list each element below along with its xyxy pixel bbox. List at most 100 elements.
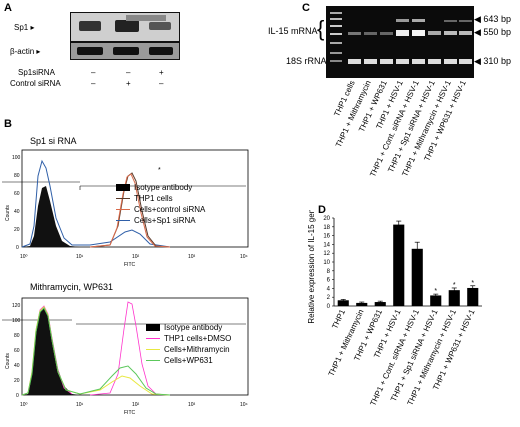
b-bottom-xtick: 10³ <box>188 402 196 408</box>
actin-row-label: β-actin ▸ <box>10 47 41 56</box>
b-bottom-xtick: 10⁰ <box>20 402 28 408</box>
y-tick-label: 20 <box>323 216 330 222</box>
b-bottom-ytick: 100 <box>12 318 21 324</box>
b-bottom-ylabel: Counts <box>5 353 11 369</box>
b-bottom-title: Mithramycin, WP631 <box>30 282 114 292</box>
bar-chart: Relative expression of IL-15 gene 0 2 4 6 8 1… <box>307 210 482 408</box>
y-tick-label: 10 <box>323 260 330 266</box>
sp1-sirna-curve <box>21 159 171 248</box>
legend-entry: Cells+control siRNA <box>116 204 205 215</box>
il15-mrna-label: IL-15 mRNA <box>268 26 318 36</box>
rrna-label: 18S rRNA <box>286 56 327 66</box>
legend-entry: Cells+Sp1 siRNA <box>116 215 205 226</box>
sp1sirna-lane1: – <box>91 68 96 77</box>
bar <box>448 290 460 306</box>
x-tick-label: THP1 <box>330 308 347 331</box>
b-bottom-xtick: 10¹ <box>76 402 84 408</box>
control-sirna-curve <box>89 173 171 248</box>
legend-entry: Cells+WP631 <box>146 355 231 366</box>
y-tick-label: 16 <box>323 234 330 240</box>
bar <box>467 287 479 306</box>
bar <box>430 295 442 306</box>
bar <box>411 248 423 306</box>
y-tick-label: 2 <box>327 295 331 301</box>
control-sirna-label: Control siRNA <box>10 79 61 88</box>
sp1sirna-lane3: + <box>159 68 164 77</box>
gel-image <box>326 6 474 78</box>
b-top-legend: Isotype antibody THP1 cells Cells+contro… <box>116 182 205 226</box>
b-top-ytick: 100 <box>12 155 21 161</box>
panel-d-label: D <box>318 204 326 216</box>
bar-chart-yaxis: 0 2 4 6 8 10 12 14 16 18 20 <box>323 216 482 310</box>
b-bottom-xticks: 10⁰ 10¹ 10² 10³ 10⁴ <box>20 402 248 408</box>
legend-entry: Isotype antibody <box>116 182 205 193</box>
b-top-xlabel: FITC <box>124 262 135 268</box>
b-top-histogram: Counts 0 20 40 60 80 100 * 10⁰ 10¹ 10² 1… <box>2 149 249 268</box>
sp1sirna-label: Sp1siRNA <box>18 68 55 77</box>
bar <box>356 302 368 306</box>
b-top-ylabel: Counts <box>5 205 11 221</box>
bar-chart-bars: * * * <box>337 220 479 306</box>
legend-entry: THP1 cells <box>116 193 205 204</box>
significance-marker: * <box>453 282 456 289</box>
b-bottom-ytick: 0 <box>16 393 19 399</box>
b-top-marker: * <box>158 167 161 174</box>
y-tick-label: 12 <box>323 251 330 257</box>
b-top-ytick: 20 <box>14 227 20 233</box>
b-bottom-ytick: 60 <box>14 348 20 354</box>
bar <box>337 300 349 306</box>
control-sirna-lane3: – <box>159 79 164 88</box>
gel-lane-labels: THP1 cells THP1 + Mithramycin THP1 + WP6… <box>332 79 468 179</box>
b-top-xtick: 10⁴ <box>240 254 248 260</box>
b-bottom-xtick: 10² <box>132 402 140 408</box>
y-tick-label: 6 <box>327 278 331 284</box>
b-bottom-xlabel: FITC <box>124 410 135 416</box>
bp-550: ◀ 550 bp <box>474 27 511 37</box>
panel-c-label: C <box>302 2 310 14</box>
significance-marker: * <box>434 288 437 295</box>
y-tick-label: 0 <box>327 304 331 310</box>
b-top-yticks: 0 20 40 60 80 100 <box>12 155 21 251</box>
y-tick-label: 14 <box>323 242 330 248</box>
b-bottom-xtick: 10⁴ <box>240 402 248 408</box>
actin-blot <box>70 42 180 60</box>
control-sirna-lane1: – <box>91 79 96 88</box>
sp1-row-label: Sp1 ▸ <box>14 23 35 32</box>
control-sirna-lane2: + <box>126 79 131 88</box>
b-top-ytick: 80 <box>14 173 20 179</box>
b-bottom-ytick: 40 <box>14 363 20 369</box>
y-tick-label: 4 <box>327 286 331 292</box>
b-bottom-ytick: 120 <box>12 303 21 309</box>
bar <box>393 224 405 306</box>
y-tick-label: 18 <box>323 225 330 231</box>
bp-310: ◀ 310 bp <box>474 56 511 66</box>
b-top-ytick: 0 <box>16 245 19 251</box>
bar-chart-ylabel: Relative expression of IL-15 gene <box>307 210 316 324</box>
bp-643: ◀ 643 bp <box>474 14 511 24</box>
panel-a-label: A <box>4 2 12 14</box>
y-tick-label: 8 <box>327 269 331 275</box>
b-bottom-ytick: 20 <box>14 378 20 384</box>
b-top-title: Sp1 si RNA <box>30 136 77 146</box>
panel-b-label: B <box>4 118 12 130</box>
b-top-xtick: 10³ <box>188 254 196 260</box>
b-top-xtick: 10⁰ <box>20 254 28 260</box>
b-top-xtick: 10² <box>132 254 140 260</box>
sp1-blot <box>70 12 180 42</box>
isotype-peak <box>22 186 80 247</box>
legend-entry: THP1 cells+DMSO <box>146 333 231 344</box>
il15-brace: { <box>317 16 325 41</box>
legend-entry: Cells+Mithramycin <box>146 344 231 355</box>
wp631-curve <box>21 307 171 396</box>
b-top-ytick: 40 <box>14 209 20 215</box>
b-top-xticks: 10⁰ 10¹ 10² 10³ 10⁴ <box>20 254 248 260</box>
isotype-peak <box>22 308 80 395</box>
bar <box>374 302 386 306</box>
b-bottom-yticks: 0 20 40 60 80 100 120 <box>12 303 21 399</box>
b-bottom-ytick: 80 <box>14 333 20 339</box>
sp1sirna-lane2: – <box>126 68 131 77</box>
significance-marker: * <box>471 280 474 287</box>
legend-entry: Isotype antibody <box>146 322 231 333</box>
b-top-xtick: 10¹ <box>76 254 84 260</box>
